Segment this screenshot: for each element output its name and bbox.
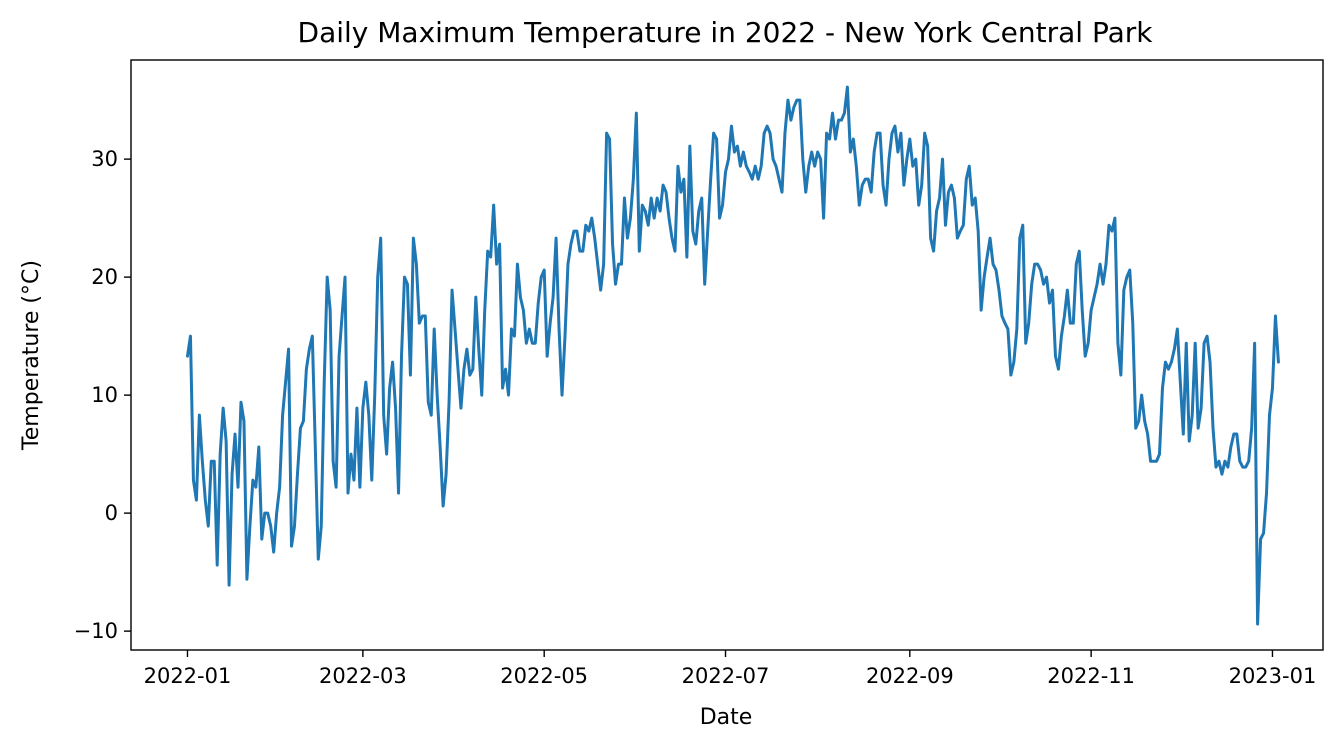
x-tick-label: 2022-03 bbox=[319, 664, 407, 688]
plot-frame bbox=[130, 59, 1324, 651]
y-tick-label: 30 bbox=[91, 147, 118, 171]
x-axis-label: Date bbox=[700, 705, 753, 730]
x-tick-label: 2022-09 bbox=[866, 664, 954, 688]
chart-title: Daily Maximum Temperature in 2022 - New … bbox=[298, 16, 1154, 49]
y-tick-label: 20 bbox=[91, 265, 118, 289]
x-tick-label: 2022-05 bbox=[500, 664, 588, 688]
plot-area bbox=[130, 59, 1324, 651]
x-tick-label: 2022-01 bbox=[144, 664, 232, 688]
x-tick-label: 2023-01 bbox=[1229, 664, 1317, 688]
y-axis-label: Temperature (°C) bbox=[19, 260, 44, 451]
y-tick-label: 0 bbox=[105, 501, 118, 525]
x-tick-label: 2022-11 bbox=[1047, 664, 1135, 688]
y-tick-label: 10 bbox=[91, 383, 118, 407]
x-tick-label: 2022-07 bbox=[682, 664, 770, 688]
y-tick-label: −10 bbox=[74, 619, 118, 643]
x-axis: 2022-01 2022-03 2022-05 2022-07 2022-09 2022-… bbox=[144, 650, 1317, 688]
temperature-line bbox=[185, 85, 1280, 626]
y-axis: −10 0 10 20 30 bbox=[74, 147, 131, 643]
